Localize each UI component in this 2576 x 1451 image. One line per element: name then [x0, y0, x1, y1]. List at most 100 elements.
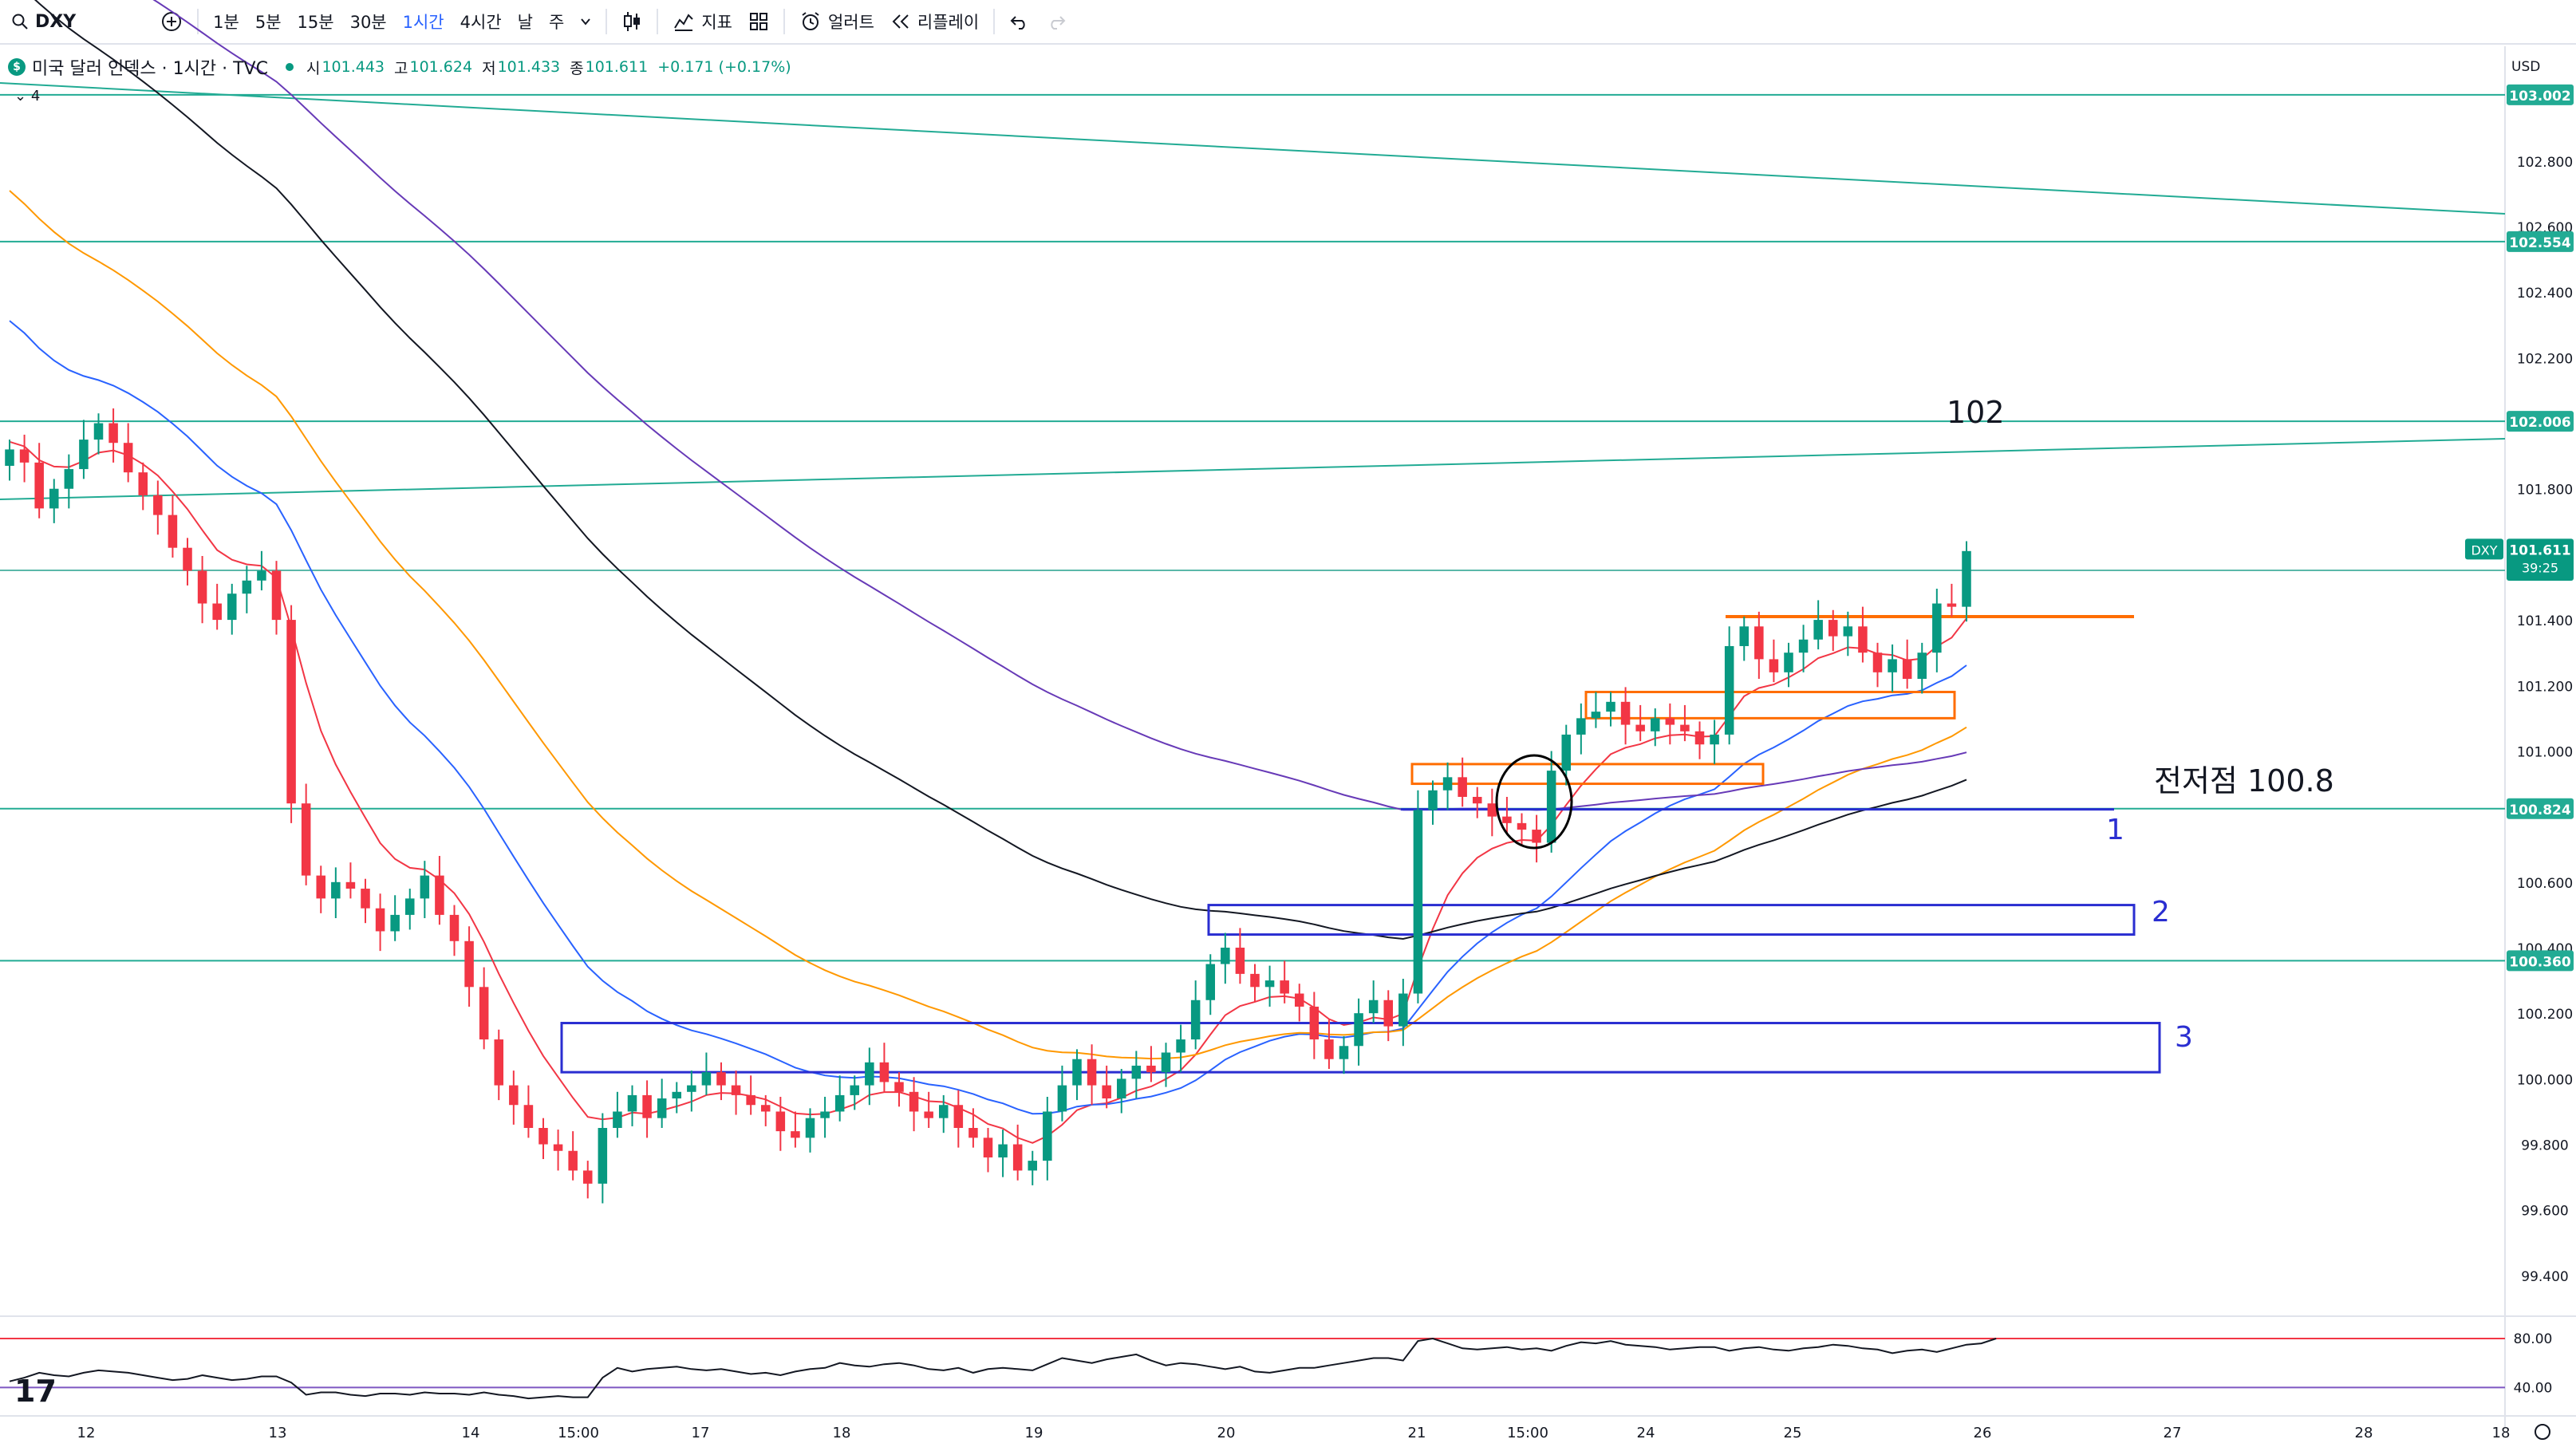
candle-body: [775, 1111, 786, 1132]
candle-body: [805, 1118, 815, 1138]
candle-body: [924, 1111, 933, 1118]
candle-body: [1932, 603, 1942, 653]
zone-label-2: 2: [2152, 896, 2170, 929]
indicators-icon: [674, 14, 694, 31]
price-badge-label: 100.824: [2509, 802, 2571, 818]
trend-lines: [0, 82, 2506, 500]
candle-body: [227, 593, 237, 621]
interval-15m[interactable]: 15분: [297, 13, 334, 32]
search-icon: [12, 14, 28, 30]
dollar-icon: $: [8, 58, 26, 76]
candle-body: [894, 1082, 904, 1092]
zone-box-orange-1: [1410, 763, 1765, 786]
candle-body: [701, 1072, 712, 1086]
candle-body: [1858, 626, 1868, 653]
undo-button[interactable]: [1001, 0, 1038, 44]
interval-30m[interactable]: 30분: [349, 13, 387, 32]
candle-body: [1442, 777, 1453, 791]
candle-body: [1561, 734, 1572, 771]
time-tick-label: 20: [1217, 1425, 1236, 1441]
candle-body: [1250, 973, 1260, 988]
time-tick-label: 18: [2492, 1425, 2511, 1441]
price-badge-label: 103.002: [2509, 89, 2570, 104]
candle-body: [1769, 659, 1779, 672]
candle-body: [197, 570, 207, 604]
candle-body: [435, 875, 444, 915]
rsi-line: [9, 1337, 1997, 1400]
interval-1h[interactable]: 1시간: [402, 13, 444, 32]
time-tick-label: 13: [269, 1425, 287, 1441]
candle-body: [1072, 1059, 1082, 1086]
price-tick-label: 101.000: [2517, 744, 2573, 760]
zone-label-1: 1: [2106, 814, 2124, 846]
symbol-legend: $ 미국 달러 인덱스 · 1시간 · TVC 시 101.443 고 101.62…: [8, 54, 801, 80]
redo-button[interactable]: [1038, 0, 1075, 44]
time-tick-label: 14: [462, 1425, 480, 1441]
candle-body: [361, 889, 370, 909]
ema-blue-line: [9, 320, 1967, 1115]
candle-body: [479, 987, 489, 1040]
currency-selector[interactable]: USD: [2511, 59, 2541, 75]
candle-body: [791, 1131, 800, 1138]
candle-body: [1665, 718, 1675, 725]
last-price-countdown: 39:25: [2522, 560, 2558, 575]
time-axis: 12 13 14 15:00 17 18 19 20 21 15:00 24 25 26 27 28 18: [77, 1424, 2550, 1441]
rsi-tick-label: 80.00: [2514, 1331, 2553, 1347]
candle-body: [168, 515, 178, 548]
candle-body: [1221, 948, 1230, 964]
high-value: 101.624: [409, 58, 473, 76]
candle-body: [746, 1094, 755, 1106]
interval-1m[interactable]: 1분: [213, 13, 239, 32]
ema-black-line: [34, 0, 1967, 940]
time-tick-label: 15:00: [1507, 1425, 1548, 1441]
candle-body: [390, 914, 400, 932]
candle-body: [420, 875, 430, 899]
compare-button[interactable]: [152, 0, 191, 44]
legend-title[interactable]: 미국 달러 인덱스 · 1시간 · TVC: [32, 59, 268, 79]
candle-body: [1606, 701, 1615, 712]
time-tick-label: 18: [833, 1425, 851, 1441]
ema-orange-line: [9, 190, 1967, 1060]
candle-body: [1398, 993, 1408, 1027]
candle-body: [1057, 1085, 1067, 1112]
indicators-toggle[interactable]: ⌄ 4: [14, 88, 40, 104]
time-tick-label: 19: [1025, 1425, 1043, 1441]
ema-red-line: [9, 440, 1967, 1144]
close-value: 101.611: [585, 58, 649, 76]
interval-week[interactable]: 주: [548, 13, 565, 32]
replay-button[interactable]: 리플레이: [882, 0, 987, 44]
candle-body: [1383, 1000, 1394, 1027]
candle-body: [1458, 777, 1467, 797]
price-tick-label: 99.600: [2521, 1204, 2568, 1220]
candle-body: [375, 908, 385, 932]
last-price-value: 101.611: [2509, 542, 2570, 558]
time-tick-label: 17: [692, 1425, 710, 1441]
candle-body: [582, 1170, 593, 1184]
settings-gear-icon[interactable]: [2535, 1424, 2550, 1440]
top-toolbar: DXY 1분 5분 15분 30분 1시간 4시간 날 주 지표 얼러트 리플레…: [0, 0, 2576, 45]
interval-dropdown[interactable]: [572, 0, 599, 44]
zone-box-2: [1207, 904, 2136, 936]
interval-4h[interactable]: 4시간: [460, 13, 502, 32]
candle-body: [1739, 626, 1750, 646]
indicators-button[interactable]: 지표: [665, 0, 740, 44]
candle-body: [1161, 1052, 1171, 1073]
price-badge: [2507, 231, 2574, 252]
candle-body: [1620, 701, 1631, 725]
candle-body: [1264, 980, 1275, 988]
price-tick-label: 102.400: [2517, 286, 2573, 302]
candle-body: [1828, 620, 1838, 637]
undo-icon: [1010, 16, 1025, 30]
alert-button[interactable]: 얼러트: [791, 0, 882, 44]
candle-body: [464, 940, 474, 988]
candle-body: [1294, 993, 1304, 1007]
layouts-button[interactable]: [740, 0, 777, 44]
chart-type-button[interactable]: [613, 0, 650, 44]
candle-body: [1190, 1000, 1201, 1040]
interval-5m[interactable]: 5분: [254, 13, 282, 32]
chart-background: [0, 46, 2576, 1428]
price-axis: 103.000102.800102.600102.400102.200101.8…: [2465, 84, 2574, 1285]
candle-body: [286, 620, 296, 804]
interval-day[interactable]: 날: [517, 13, 533, 32]
